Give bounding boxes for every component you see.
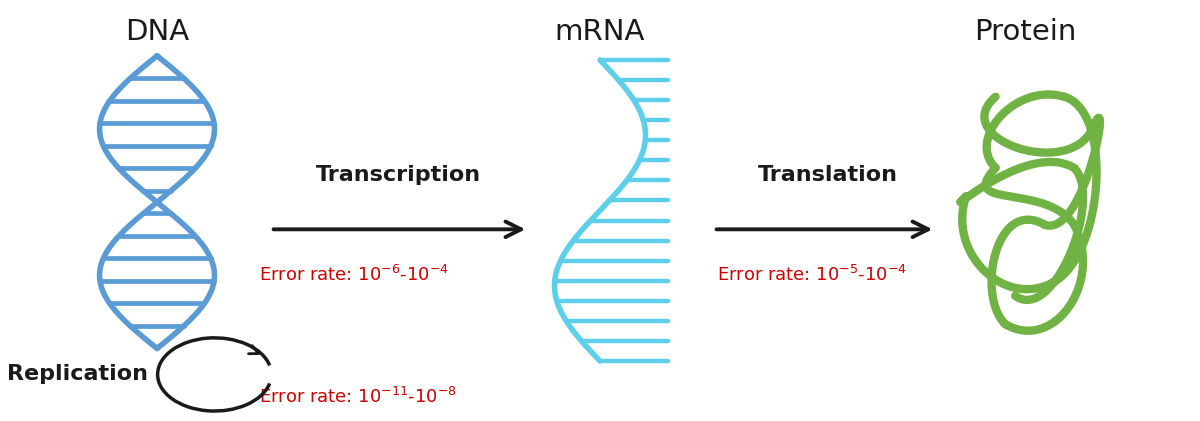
Text: Protein: Protein [974,18,1076,46]
Text: Error rate: $10^{-6}$-$10^{-4}$: Error rate: $10^{-6}$-$10^{-4}$ [259,265,449,285]
Text: mRNA: mRNA [554,18,646,46]
Text: Error rate: $10^{-11}$-$10^{-8}$: Error rate: $10^{-11}$-$10^{-8}$ [259,386,457,407]
Text: Transcription: Transcription [317,165,481,185]
Text: DNA: DNA [125,18,190,46]
Text: Error rate: $10^{-5}$-$10^{-4}$: Error rate: $10^{-5}$-$10^{-4}$ [718,265,907,285]
Text: Translation: Translation [757,165,898,185]
Text: Replication: Replication [7,365,149,384]
